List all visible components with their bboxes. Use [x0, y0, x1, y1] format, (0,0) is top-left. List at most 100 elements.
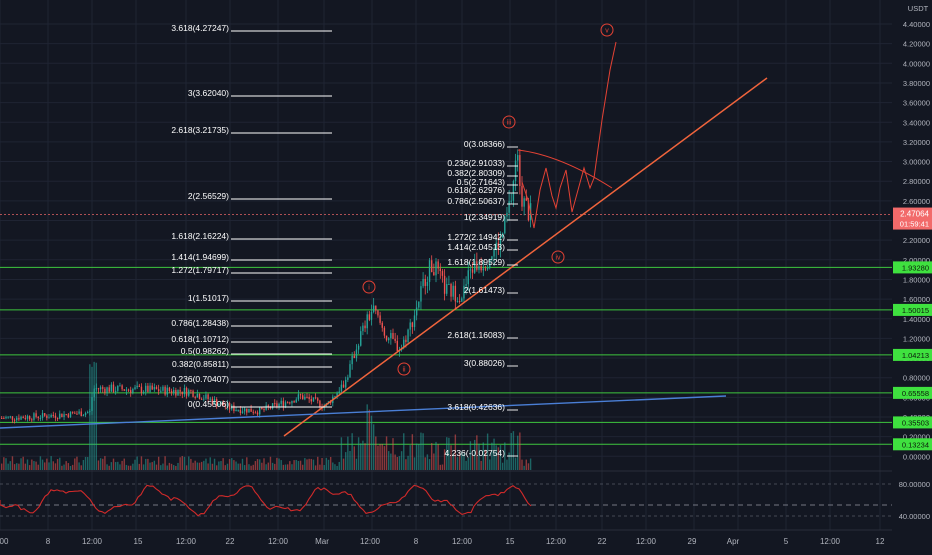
volume-bar: [16, 463, 18, 470]
arc-line: [517, 149, 613, 189]
candle-body: [418, 301, 420, 308]
volume-bar: [175, 465, 177, 470]
volume-bar: [302, 464, 304, 470]
volume-bar: [24, 463, 27, 470]
candle-body: [162, 386, 164, 391]
fib-left-label: 0.5(0.98262): [181, 346, 229, 356]
candle-body: [175, 390, 177, 396]
volume-bar: [235, 461, 237, 470]
volume-bar: [525, 459, 527, 470]
candle-body: [295, 399, 297, 403]
candle-body: [501, 233, 504, 238]
volume-bar: [140, 456, 143, 470]
volume-bar: [278, 458, 280, 470]
volume-bar: [226, 463, 229, 470]
volume-bar: [345, 452, 347, 470]
blue-trendline[interactable]: [0, 395, 727, 429]
candle-body: [362, 325, 364, 332]
candle-body: [261, 407, 263, 410]
candle-body: [117, 385, 119, 391]
candle-body: [157, 389, 160, 392]
volume-bar: [375, 436, 377, 470]
wave-label: i: [368, 285, 370, 292]
volume-bar: [259, 459, 261, 470]
candle-body: [428, 260, 431, 282]
fib-right-label: 0.618(2.62976): [447, 185, 505, 195]
wave-circle: [600, 23, 614, 37]
volume-bar: [108, 465, 110, 470]
volume-bar: [220, 461, 222, 470]
level-badge-text: 0.35503: [902, 418, 929, 427]
volume-bar: [224, 465, 226, 470]
volume-bar: [50, 456, 52, 470]
time-tick-label: 00: [0, 537, 9, 546]
time-tick-label: 12:00: [452, 537, 473, 546]
candle-body: [241, 411, 244, 413]
candle-body: [121, 385, 123, 390]
candle-body: [211, 398, 214, 404]
volume-bar: [523, 465, 525, 470]
candle-body: [519, 155, 521, 187]
candle-body: [527, 200, 530, 221]
volume-bar: [1, 463, 3, 470]
volume-bar: [102, 458, 104, 470]
candle-body: [450, 283, 452, 297]
volume-bar: [454, 434, 457, 470]
volume-bar: [512, 431, 515, 470]
volume-bar: [282, 464, 285, 470]
candle-body: [377, 310, 379, 316]
volume-bar: [216, 465, 218, 470]
candle-body: [274, 403, 276, 405]
fib-right-label: 3(0.88026): [464, 358, 505, 368]
candle-body: [99, 387, 102, 390]
volume-bar: [104, 456, 106, 470]
volume-bar: [185, 465, 188, 470]
volume-bar: [261, 462, 263, 470]
volume-bar: [179, 457, 181, 470]
fib-levels[interactable]: 3.618(4.27247) 3(3.62040) 2.618(3.21735) 2(…: [171, 23, 518, 458]
volume-bar: [3, 457, 5, 470]
volume-bar: [211, 463, 214, 470]
volume-bar: [368, 409, 371, 470]
projected-path: [521, 41, 617, 229]
price-axis[interactable]: USDT 4.40000 4.20000 4.00000 3.80000 3.60000 3…: [892, 0, 932, 550]
volume-bar: [84, 456, 87, 470]
volume-bar: [63, 464, 65, 470]
volume-bar: [325, 457, 328, 470]
candle-body: [106, 387, 108, 393]
time-tick-label: 12:00: [82, 537, 103, 546]
candle-body: [259, 407, 261, 415]
candle-body: [267, 405, 269, 407]
candle-body: [170, 390, 173, 394]
candle-body: [433, 272, 435, 276]
volume-bar: [297, 460, 300, 470]
candle-body: [177, 389, 179, 396]
candle-body: [441, 271, 444, 276]
volume-bar: [78, 462, 80, 470]
candle-body: [392, 333, 394, 339]
candle-body: [243, 408, 246, 412]
main-trendline[interactable]: [283, 77, 768, 437]
level-badge-text: 1.04213: [902, 351, 929, 360]
time-axis[interactable]: 00 8 12:00 15 12:00 22 12:00 Mar 12:00 8 12:00 15 12…: [0, 537, 885, 546]
candle-body: [205, 394, 207, 399]
volume-bar: [424, 457, 426, 470]
candle-body: [254, 412, 257, 414]
volume-bar: [48, 462, 50, 470]
volume-bar: [517, 435, 519, 470]
candle-body: [91, 397, 93, 411]
volume-bar: [437, 444, 439, 470]
trendlines[interactable]: [0, 41, 768, 437]
volume-bar: [418, 443, 420, 470]
wave-label: ii: [402, 367, 406, 374]
level-badge: [893, 386, 932, 399]
candle-body: [506, 212, 508, 217]
candle-body: [458, 301, 461, 303]
volume-bar: [194, 460, 196, 470]
candle-body: [145, 385, 147, 392]
price-tick-label: 1.20000: [903, 334, 930, 343]
oscillator-line: [0, 484, 532, 517]
